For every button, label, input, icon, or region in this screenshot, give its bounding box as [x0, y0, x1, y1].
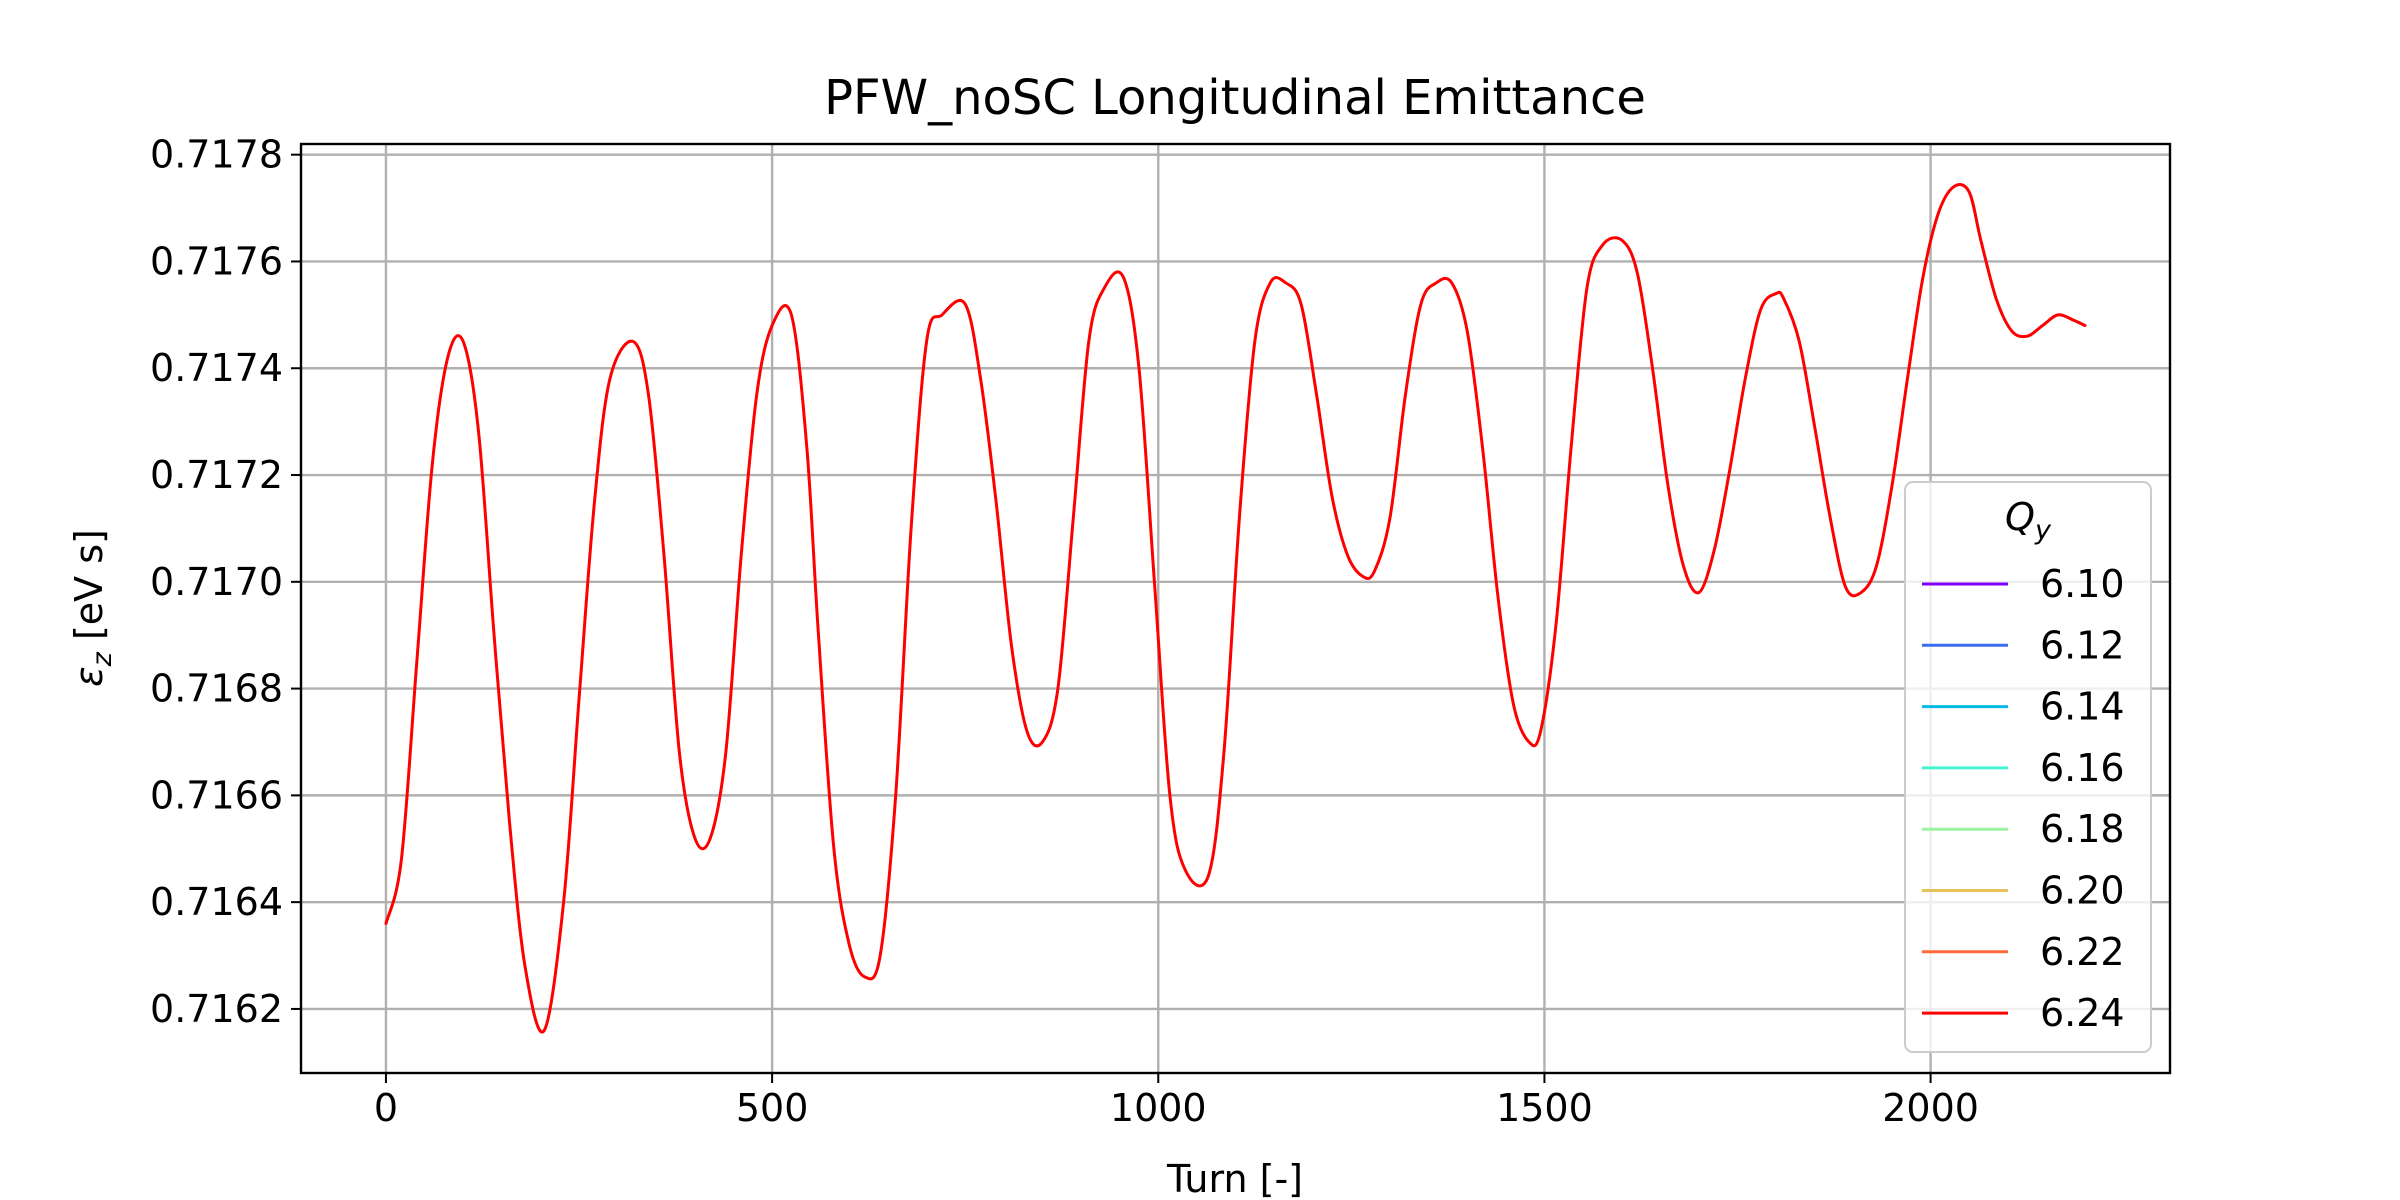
legend-title-symbol: Q	[2005, 495, 2035, 539]
legend-box	[1904, 481, 2152, 1053]
x-tick-label: 1500	[1496, 1086, 1593, 1130]
series-layer	[384, 183, 2087, 1034]
y-axis-label-symbol: ε	[67, 666, 111, 687]
y-axis: 0.7162 0.7164 0.7166 0.7168 0.7170 0.7172 0.71…	[150, 133, 301, 1031]
legend: Qy 6.10 6.12 6.14 6.16 6.18 6.20 6.22 6.24	[1904, 481, 2152, 1053]
y-tick-label: 0.7170	[150, 560, 283, 604]
y-tick-label: 0.7178	[150, 133, 283, 177]
legend-label-6-10: 6.10	[2040, 562, 2125, 606]
y-axis-label-unit: [eV s]	[67, 529, 111, 652]
legend-label-6-18: 6.18	[2040, 807, 2125, 851]
legend-label-6-22: 6.22	[2040, 930, 2125, 974]
y-tick-label: 0.7176	[150, 239, 283, 283]
x-tick-label: 500	[736, 1086, 809, 1130]
y-tick-label: 0.7166	[150, 773, 283, 817]
chart-title: PFW_noSC Longitudinal Emittance	[824, 70, 1646, 126]
y-tick-label: 0.7162	[150, 987, 283, 1031]
legend-label-6-14: 6.14	[2040, 685, 2125, 729]
x-tick-label: 2000	[1882, 1086, 1979, 1130]
legend-label-6-20: 6.20	[2040, 869, 2125, 913]
series-line-6-24	[384, 183, 2087, 1034]
legend-title-subscript: y	[2034, 515, 2052, 546]
x-tick-label: 0	[374, 1086, 398, 1130]
y-axis-label-subscript: z	[87, 651, 118, 667]
y-tick-label: 0.7168	[150, 667, 283, 711]
legend-label-6-24: 6.24	[2040, 991, 2125, 1035]
plot-frame	[299, 142, 2172, 1075]
legend-entries: 6.10 6.12 6.14 6.16 6.18 6.20 6.22 6.24	[1922, 562, 2125, 1035]
y-tick-label: 0.7172	[150, 453, 283, 497]
legend-title: Qy	[2005, 495, 2052, 546]
y-tick-label: 0.7174	[150, 346, 283, 390]
y-tick-label: 0.7164	[150, 880, 283, 924]
legend-label-6-12: 6.12	[2040, 623, 2125, 667]
x-axis-label: Turn [-]	[1166, 1157, 1303, 1200]
x-axis: 0 500 1000 1500 2000	[374, 1073, 1979, 1130]
legend-label-6-16: 6.16	[2040, 746, 2125, 790]
y-axis-label: εz [eV s]	[67, 529, 118, 687]
x-tick-label: 1000	[1110, 1086, 1207, 1130]
